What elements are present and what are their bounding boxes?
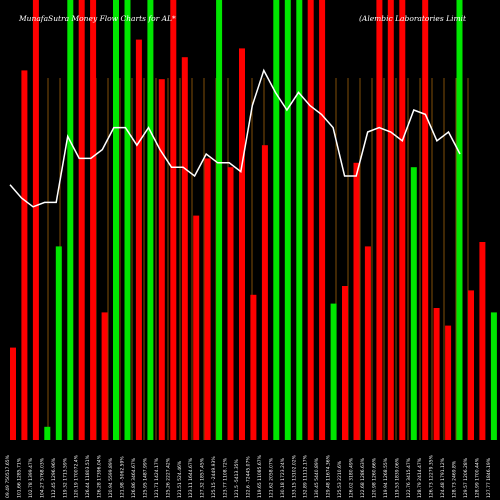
x-tick-label: 123.11 1644.67%: [188, 457, 194, 498]
x-tick-label: 126.44 11803.51%: [85, 454, 91, 498]
volume-bar: [422, 0, 429, 440]
x-tick-label: 121.98 -5062.59%: [120, 456, 126, 498]
x-tick-label: 120.94 5599.89%: [108, 457, 114, 498]
x-tick-label: 102.78 1399.47%: [28, 457, 34, 498]
volume-bar: [10, 347, 16, 440]
x-tick-label: 123.77 1108.72%: [223, 457, 229, 498]
volume-bar: [353, 162, 360, 441]
x-tick-label: 101.66 1285.71%: [16, 457, 22, 498]
x-tick-label: 09.49 750517.65%: [5, 454, 11, 498]
volume-bar: [342, 286, 348, 440]
volume-bar: [296, 0, 303, 440]
x-tick-label: 122.68 1286.63%: [360, 457, 366, 498]
volume-bar: [330, 303, 337, 440]
volume-bar: [387, 0, 394, 440]
x-tick-label: 120.98 1260.66%: [371, 457, 377, 498]
volume-bar: [468, 290, 474, 440]
volume-bar: [90, 0, 97, 440]
x-tick-label: 128.79 2414.47%: [417, 457, 423, 498]
x-tick-label: 126.02 3180.49%: [349, 457, 355, 498]
x-tick-label: 125.53 2210.6%: [337, 460, 343, 498]
x-tick-label: 121.71 1424.17%: [154, 457, 160, 498]
volume-bar: [44, 426, 51, 440]
volume-bar: [193, 215, 200, 440]
volume-bar: [410, 167, 417, 440]
x-tick-label: 122.6 -72445.07%: [245, 456, 251, 498]
volume-bar: [445, 325, 452, 440]
volume-bar: [319, 0, 326, 440]
volume-bars: [10, 0, 497, 441]
volume-bar: [32, 0, 39, 440]
price-line: [9, 68, 461, 208]
volume-bar: [147, 0, 154, 440]
volume-bar: [55, 246, 62, 440]
volume-bar: [376, 0, 383, 440]
volume-bar: [170, 0, 177, 440]
volume-bar: [67, 0, 74, 440]
volume-bar: [261, 145, 268, 440]
volume-bar: [124, 0, 131, 440]
x-tick-label: 119.94 1268.55%: [383, 457, 389, 498]
x-tick-label: 121.5 -5413.35%: [234, 458, 240, 498]
x-tick-label: 126.73 12279.35%: [429, 454, 435, 498]
volume-bar: [78, 0, 85, 440]
volume-bar: [479, 242, 486, 440]
volume-bar: [399, 0, 406, 440]
x-tick-label: 128.73 2469.8%: [452, 460, 458, 498]
x-tick-label: 130.18 1723.24%: [280, 457, 286, 498]
x-tick-label: 125.26 2227.42%: [165, 457, 171, 498]
x-tick-label: 125.95 1487.99%: [142, 457, 148, 498]
volume-bar: [21, 70, 28, 441]
x-tick-label: 127.77 1846.19%: [486, 457, 492, 498]
x-tick-label: 126.86 3464.67%: [131, 457, 137, 498]
volume-bar: [364, 246, 371, 440]
volume-bar: [456, 0, 463, 440]
x-tick-label: 133.15 13102.02%: [291, 454, 297, 498]
volume-bar: [284, 0, 291, 440]
volume-bar: [158, 79, 165, 440]
x-tick-label: 104.27 5768.03%: [39, 457, 45, 498]
volume-bar: [113, 0, 119, 440]
volume-bar: [239, 48, 245, 441]
x-axis-labels: 09.49 750517.65% 101.66 1285.71% 102.78 13…: [5, 454, 492, 498]
x-tick-label: 119.32 1713.59%: [62, 457, 68, 498]
volume-bar: [273, 0, 280, 440]
x-tick-label: 126.28 17396.04%: [97, 454, 103, 498]
x-tick-label: 122.76 3415.47%: [406, 457, 412, 498]
x-tick-label: 124.48 1791.12%: [440, 457, 446, 498]
x-tick-label: 119.65 11085.67%: [257, 454, 263, 498]
x-tick-label: 120.19 170072.4%: [74, 454, 80, 498]
x-tick-label: 112.45 1296.96%: [51, 457, 57, 498]
x-tick-label: 121.62 2058.07%: [268, 457, 274, 498]
volume-bar: [490, 312, 497, 440]
volume-bar: [433, 308, 440, 440]
volume-bar: [204, 158, 211, 440]
volume-bar: [307, 0, 314, 440]
x-tick-label: 132.89 11112.17%: [303, 454, 309, 498]
volume-bar: [250, 294, 257, 440]
x-tick-label: 125.15 -2449.93%: [211, 456, 217, 498]
x-tick-label: 121.51 524.46%: [177, 460, 183, 498]
x-tick-label: 127.32 1857.45%: [200, 457, 206, 498]
volume-bar: [101, 312, 108, 440]
price-line-group: [9, 68, 461, 208]
chart-title: MunafaSutra Money Flow Charts for AL*: [19, 14, 176, 23]
x-tick-label: 130.45 5440.89%: [314, 457, 320, 498]
x-tick-label: 119.53 1839.06%: [394, 457, 400, 498]
x-tick-label: 128.99 1700.44%: [474, 457, 480, 498]
chart-subtitle: (Alembic Laboratories Limit: [359, 14, 466, 23]
volume-bar: [135, 39, 142, 440]
x-tick-label: 129.57 1206.28%: [463, 457, 469, 498]
x-tick-label: 129.48 11674.36%: [326, 454, 332, 498]
volume-bar: [227, 167, 234, 440]
volume-bar: [216, 0, 223, 440]
volume-bar: [181, 57, 188, 440]
